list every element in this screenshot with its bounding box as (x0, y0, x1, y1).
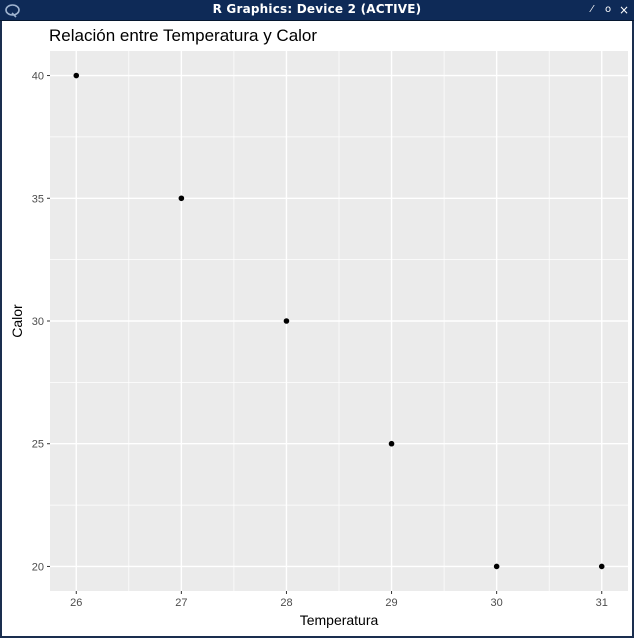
circle-icon: o (604, 4, 612, 15)
window-titlebar[interactable]: R Graphics: Device 2 (ACTIVE) ⁄ o × (0, 0, 634, 21)
maximize-window-button[interactable]: o (601, 3, 615, 17)
y-tick-label: 30 (32, 316, 44, 328)
y-tick-label: 20 (32, 561, 44, 573)
scatter-plot: Relación entre Temperatura y Calor 26 27 2… (9, 26, 628, 628)
data-point (598, 563, 605, 570)
data-point (73, 72, 80, 79)
y-tick-label: 40 (32, 71, 44, 83)
x-tick-label: 28 (280, 597, 292, 609)
y-tick-label: 25 (32, 439, 44, 451)
data-points (73, 72, 605, 570)
data-point (178, 195, 185, 202)
major-gridlines (50, 51, 628, 591)
data-point (388, 440, 395, 447)
graphics-device-frame: Relación entre Temperatura y Calor 26 27 2… (0, 21, 634, 638)
x-axis-label: Temperatura (300, 612, 379, 628)
close-window-button[interactable]: × (617, 3, 631, 17)
diagonal-line-icon: ⁄ (591, 4, 593, 15)
close-icon: × (618, 3, 630, 17)
y-axis-label: Calor (9, 304, 25, 338)
r-app-icon (5, 4, 20, 18)
x-tick-label: 27 (175, 597, 187, 609)
resize-window-button[interactable]: ⁄ (585, 3, 599, 17)
x-tick-label: 31 (596, 597, 608, 609)
window-title: R Graphics: Device 2 (ACTIVE) (212, 2, 422, 16)
x-tick-label: 29 (385, 597, 397, 609)
data-point (493, 563, 500, 570)
x-tick-label: 26 (70, 597, 82, 609)
data-point (283, 318, 290, 324)
y-axis-ticks: 20 25 30 35 40 (32, 71, 50, 573)
x-tick-label: 30 (491, 597, 503, 609)
x-axis-ticks: 26 27 28 29 30 31 (70, 591, 608, 609)
y-tick-label: 35 (32, 193, 44, 205)
chart-title: Relación entre Temperatura y Calor (49, 26, 317, 45)
